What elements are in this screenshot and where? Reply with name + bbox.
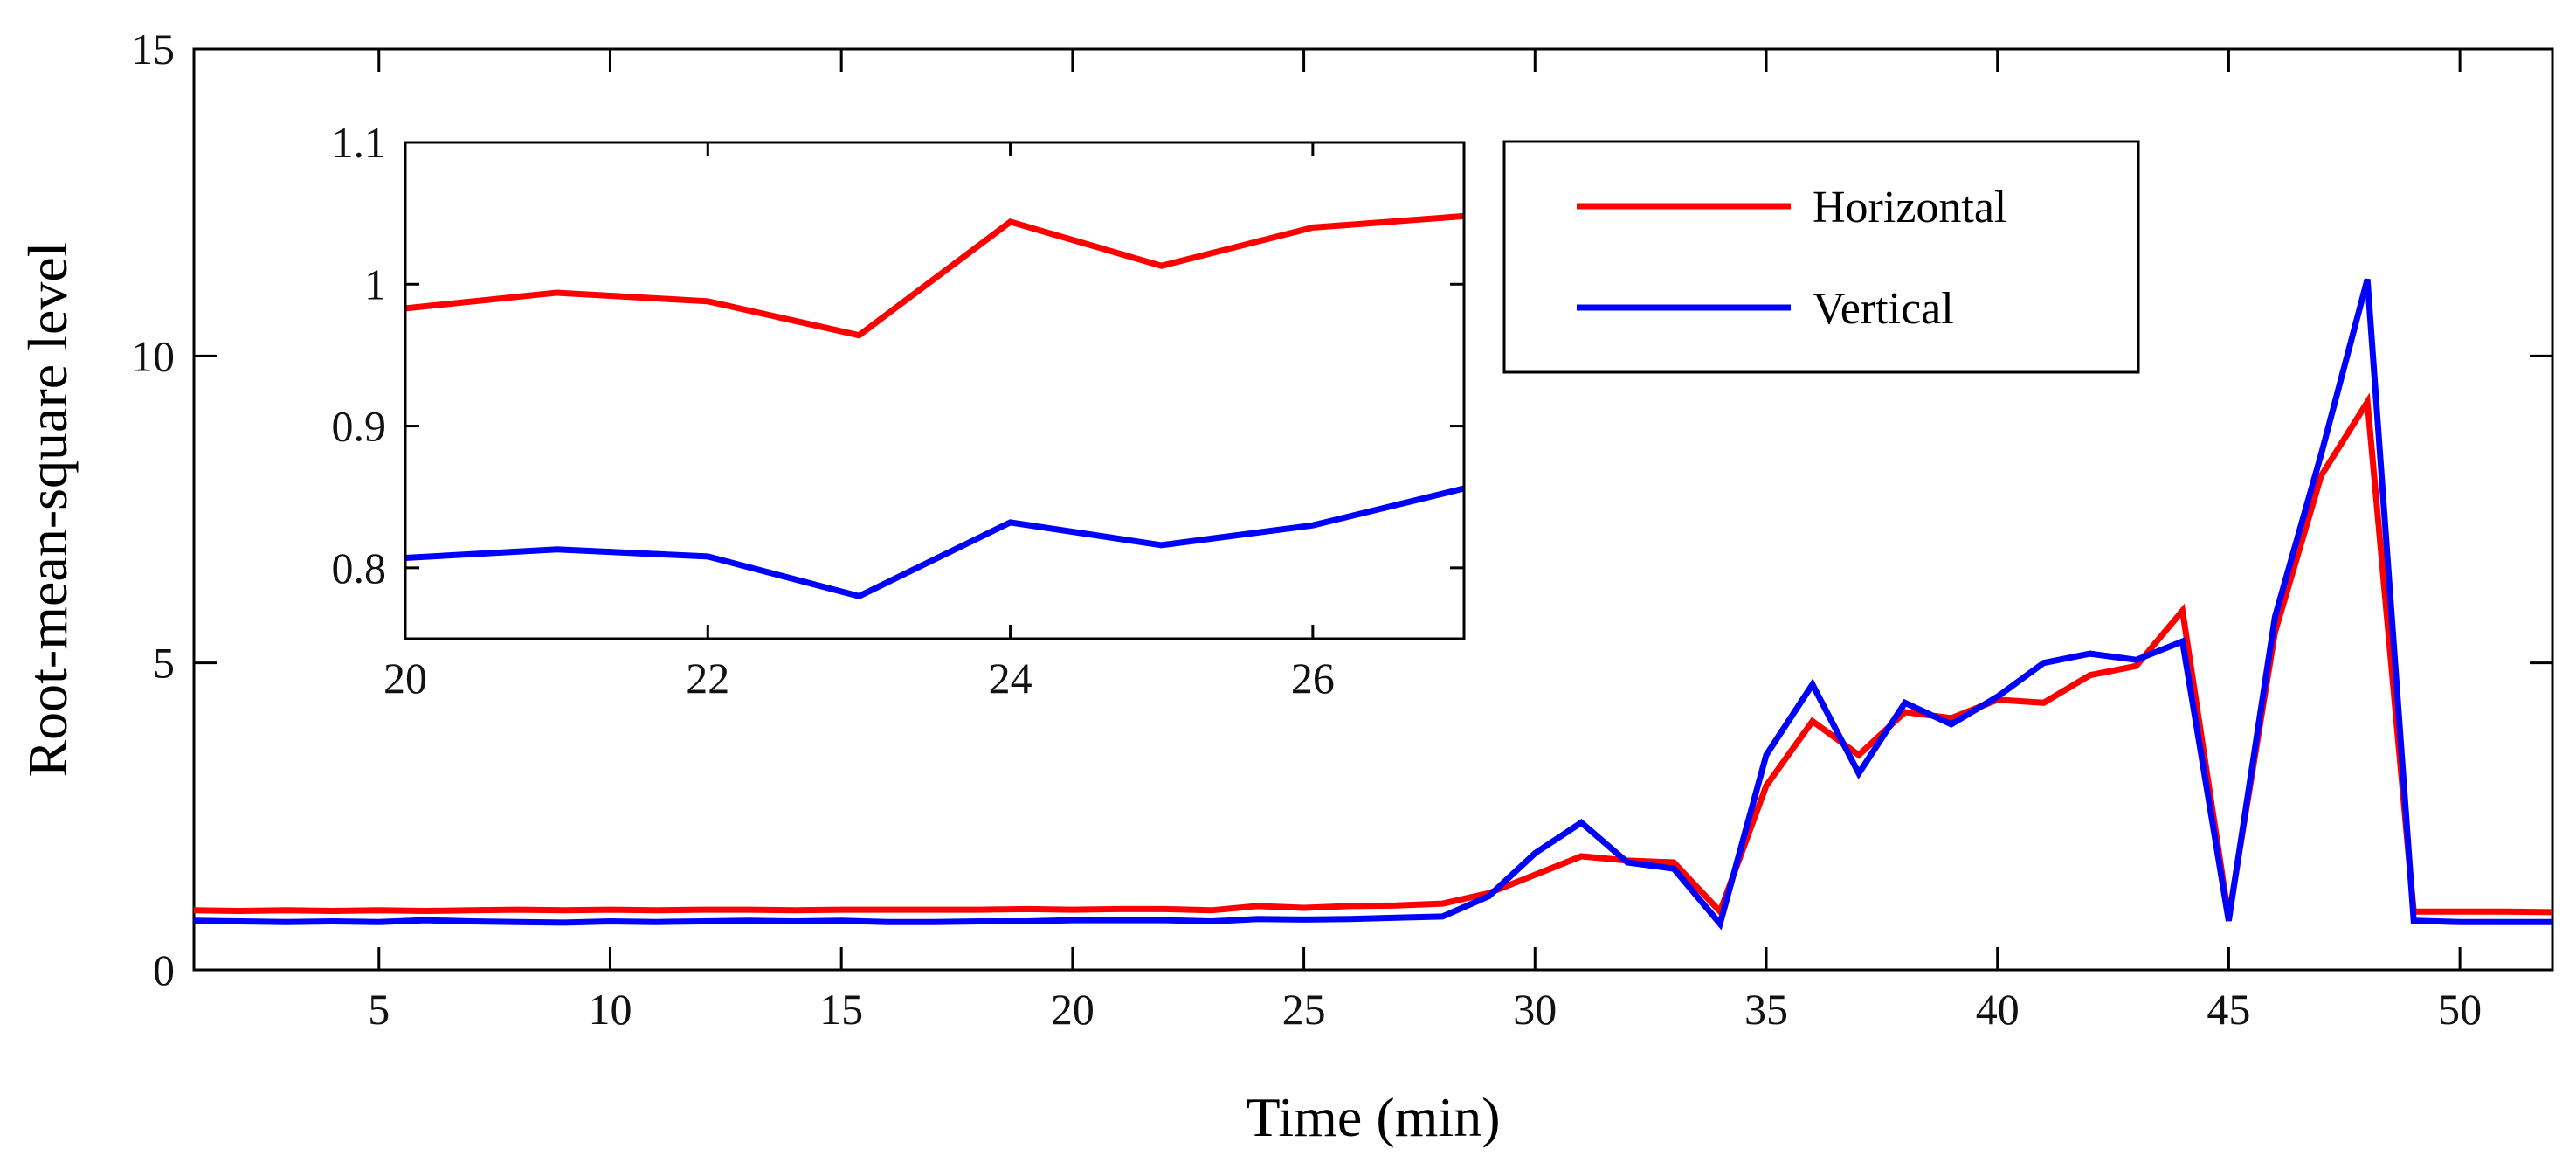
legend-box: [1502, 140, 2140, 374]
inset-plot-series: [404, 212, 1465, 600]
inset-background: [405, 142, 1464, 639]
legend-label-horizontal: Horizontal: [1813, 183, 2006, 232]
inset-series-line-horizontal: [404, 212, 1465, 339]
main-series-line-horizontal: [193, 392, 2553, 918]
inset-x-tick-label: 22: [686, 654, 729, 703]
main-x-tick-label: 30: [1513, 985, 1557, 1034]
x-axis-title: Time (min): [1247, 1086, 1501, 1148]
main-series-line-vertical: [193, 278, 2552, 931]
inset-x-tick-label: 24: [989, 654, 1032, 703]
inset-plot-ticks: 20 22 24 26 0.8 0.9 1 1.1: [332, 118, 1464, 703]
main-x-tick-label: 10: [588, 985, 632, 1034]
main-x-tick-label: 5: [368, 985, 390, 1034]
main-x-tick-label: 40: [1976, 985, 2020, 1034]
main-x-tick-label: 45: [2207, 985, 2250, 1034]
legend: Horizontal Vertical: [1502, 140, 2140, 374]
main-x-tick-label: 25: [1282, 985, 1326, 1034]
main-x-tick-label: 35: [1744, 985, 1788, 1034]
inset-plot-axes-box: [404, 141, 1466, 640]
y-axis-title: Root-mean-square level: [17, 241, 79, 777]
inset-y-tick-label: 1: [364, 260, 386, 308]
inset-x-tick-label: 26: [1291, 654, 1335, 703]
legend-label-vertical: Vertical: [1813, 284, 1954, 334]
main-y-tick-label: 10: [131, 331, 175, 380]
main-plot-series: [193, 278, 2553, 931]
main-y-tick-label: 15: [131, 24, 175, 73]
main-plot-axes-box: [192, 47, 2554, 972]
main-y-tick-label: 5: [153, 639, 175, 688]
inset-series-line-vertical: [404, 485, 1465, 600]
main-x-tick-label: 15: [819, 985, 863, 1034]
main-x-tick-label: 50: [2438, 985, 2482, 1034]
main-plot-ticks: 5 10 15 20 25 30 35 40 45 50 0 5 10 15: [131, 24, 2552, 1034]
main-y-tick-label: 0: [153, 945, 175, 994]
inset-x-tick-label: 20: [383, 654, 427, 703]
inset-y-tick-label: 0.8: [332, 543, 387, 592]
inset-y-tick-label: 1.1: [332, 118, 387, 167]
inset-y-tick-label: 0.9: [332, 402, 387, 451]
main-x-tick-label: 20: [1051, 985, 1095, 1034]
